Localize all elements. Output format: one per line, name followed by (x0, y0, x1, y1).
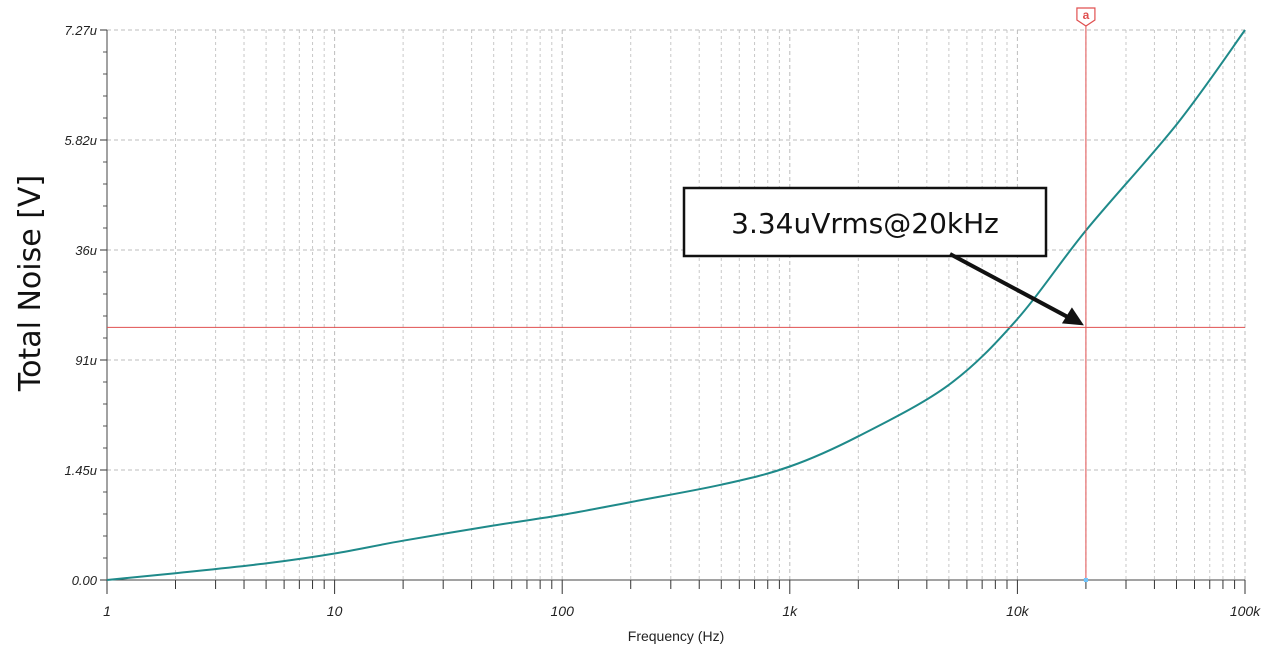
y-axis-label: Total Noise [V] (13, 175, 48, 392)
x-tick-label: 10k (1006, 603, 1030, 619)
y-tick-label: 1.45u (64, 463, 97, 478)
axes (100, 29, 1246, 594)
cursor-axis-marker (1083, 578, 1088, 582)
grid (106, 29, 1246, 580)
y-tick-label: 91u (75, 353, 97, 368)
cursor[interactable]: a (107, 7, 1245, 582)
x-tick-label: 1 (103, 603, 111, 619)
x-axis-label: Frequency (Hz) (628, 628, 724, 644)
x-tick-label: 100k (1230, 603, 1261, 619)
y-tick-label: 36u (75, 243, 97, 258)
annotation-arrow (949, 252, 1075, 323)
x-tick-label: 10 (327, 603, 343, 619)
cursor-marker-tag[interactable] (1076, 7, 1096, 27)
series (106, 29, 1246, 581)
y-tick-label: 5.82u (64, 133, 97, 148)
y-tick-label: 0.00 (72, 573, 98, 588)
noise-curve (106, 29, 1246, 581)
annotation-box (682, 186, 1048, 258)
annotation-text: 3.34uVrms@20kHz (731, 207, 999, 240)
x-tick-label: 100 (551, 603, 575, 619)
y-tick-labels: 0.00 1.45u 91u 36u 5.82u 7.27u (64, 23, 97, 588)
x-tick-label: 1k (782, 603, 798, 619)
y-tick-label: 7.27u (64, 23, 97, 38)
annotation-arrowhead (1061, 307, 1084, 326)
cursor-marker-label: a (1083, 8, 1090, 22)
x-tick-labels: 1 10 100 1k 10k 100k (103, 603, 1261, 619)
annotation: 3.34uVrms@20kHz (682, 186, 1084, 326)
